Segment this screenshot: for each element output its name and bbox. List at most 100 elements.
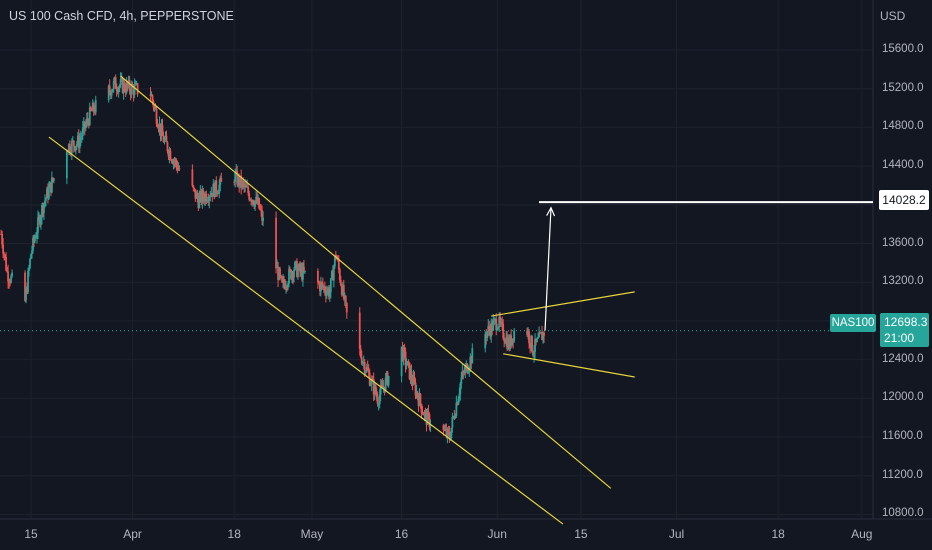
candle-body [92,102,95,112]
candle-body [328,292,331,297]
candle-body [467,371,470,374]
candle-body [494,319,497,321]
candle-body [203,198,206,202]
candle-body [176,165,179,171]
candle-body [485,334,488,338]
candle-body [5,257,7,271]
candle-body [83,121,86,129]
triangle-line[interactable] [503,353,635,378]
candle-body [528,331,530,344]
candle-body [497,327,500,329]
candle-body [154,106,157,110]
candle-body [419,394,422,405]
candle-body [110,91,113,96]
candle-body [120,78,123,80]
drawings[interactable] [48,75,873,525]
candle-body [70,140,73,154]
candle-body [42,204,44,213]
candle-body [208,196,211,202]
time-tick: 15 [574,527,588,541]
candle-body [539,332,541,334]
candle-body [4,254,6,258]
candle-body [491,322,494,331]
candle-body [113,77,116,82]
candle-body [197,198,200,208]
candle-body [493,319,496,321]
candle-body [153,106,156,108]
candle-body [79,137,82,140]
candle-body [241,181,244,188]
candle-body [78,139,81,149]
candle-body [500,321,503,323]
candle-body [498,316,501,328]
candle-body [213,183,216,198]
channel-line[interactable] [48,136,564,525]
candle-body [412,376,415,385]
candle-body [108,85,111,92]
candle-body [163,138,166,143]
candle-body [128,80,131,91]
candle-body [457,398,460,405]
candle-body [536,338,538,342]
candle-body [365,367,368,372]
candle-body [425,412,428,425]
candle-body [159,123,162,136]
candle-body [510,335,513,346]
time-tick: 18 [771,527,785,541]
candle-body [109,91,112,96]
price-tick: 12000.0 [882,391,924,404]
time-tick: Aug [851,527,873,541]
candle-body [67,143,70,153]
candle-body [74,146,77,151]
candle-body [219,177,222,185]
candle-body [53,178,55,181]
candle-body [511,338,514,346]
candle-body [45,198,47,201]
candle-body [88,107,91,126]
candle-body [429,425,432,427]
candle-body [447,428,450,432]
candle-body [51,177,53,193]
candle-body [25,289,27,301]
candle-body [446,428,449,437]
candle-body [454,415,457,419]
candle-body [256,196,259,204]
candle-body [317,282,320,284]
candle-body [254,201,257,207]
candle-body [367,370,370,373]
candle-body [374,385,377,394]
candle-body [490,322,493,337]
candle-body [339,280,342,286]
candle-body [370,378,373,385]
candle-body [157,127,160,130]
candle-body [258,198,261,209]
candle-body [428,414,431,427]
candle-body [470,356,473,364]
candle-body [443,430,446,432]
candle-body [418,394,421,406]
candle-body [257,198,260,204]
candle-body [28,267,30,272]
candle-body [35,237,37,239]
candle-body [537,337,539,339]
candle-body [297,269,299,277]
candle-body [488,326,491,330]
candle-body [324,291,327,296]
projection-arrow[interactable] [544,207,552,331]
candle-body [169,150,172,160]
candle-body [156,123,159,128]
candle-body [215,180,218,193]
candle-body [69,151,72,154]
candle-body [526,330,528,335]
triangle-line[interactable] [491,291,635,317]
price-tick: 15600.0 [882,43,924,55]
candle-body [400,346,403,376]
candle-body [424,411,427,413]
channel-line[interactable] [120,75,612,489]
candle-body [362,361,365,363]
candle-body [414,382,417,396]
candle-body [448,431,451,440]
candle-body [319,282,322,292]
candle-body [72,140,75,147]
